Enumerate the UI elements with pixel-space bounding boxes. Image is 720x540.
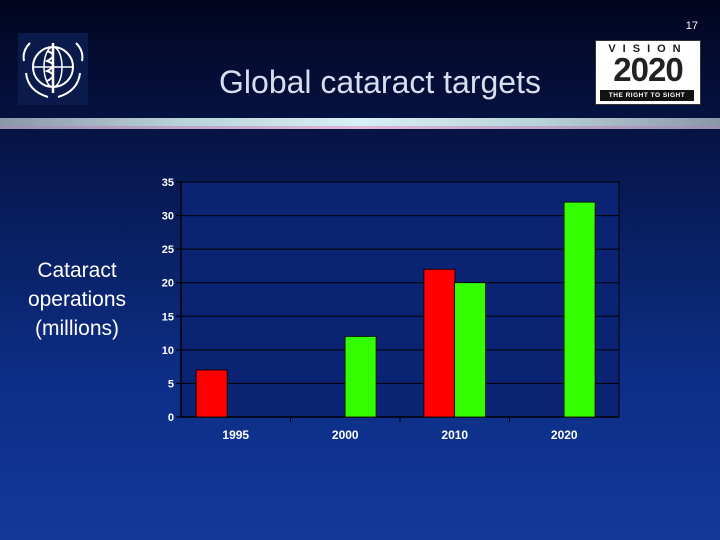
y-tick-label: 10 xyxy=(162,345,174,357)
x-tick-label: 1995 xyxy=(222,428,249,442)
bar-chart: 0 5 10 15 20 25 30 35 1995 2000 2010 2020 xyxy=(162,177,620,442)
slide-title: Global cataract targets xyxy=(219,64,541,100)
vision-logo-year: 2020 xyxy=(613,51,683,88)
bar-1995-red xyxy=(195,369,228,418)
vision-2020-logo: VISION 2020 THE RIGHT TO SIGHT xyxy=(595,40,701,105)
y-tick-label: 35 xyxy=(162,177,174,189)
title-divider-accent xyxy=(0,126,720,129)
x-tick-label: 2020 xyxy=(551,428,578,442)
vision-logo-tagline: THE RIGHT TO SIGHT xyxy=(600,90,694,101)
y-tick-label: 30 xyxy=(162,211,174,223)
y-tick-label: 25 xyxy=(162,244,174,256)
x-tick-label: 2000 xyxy=(332,428,359,442)
y-axis-label: Cataract operations (millions) xyxy=(27,259,127,340)
y-tick-label: 5 xyxy=(168,378,174,390)
y-tick-label: 15 xyxy=(162,311,174,323)
bar-2010-green xyxy=(454,282,486,418)
slide-number: 17 xyxy=(685,20,698,32)
vision-logo-top-text: VISION xyxy=(608,43,688,55)
bar-2020-green xyxy=(563,201,596,418)
x-tick-label: 2010 xyxy=(441,428,468,442)
bar-2010-red xyxy=(423,268,456,418)
plot-area xyxy=(181,182,619,417)
y-tick-label: 20 xyxy=(162,278,174,290)
who-emblem-icon xyxy=(18,33,88,105)
bar-2000-green xyxy=(344,336,377,418)
y-tick-label: 0 xyxy=(168,412,174,424)
title-divider xyxy=(0,118,720,127)
